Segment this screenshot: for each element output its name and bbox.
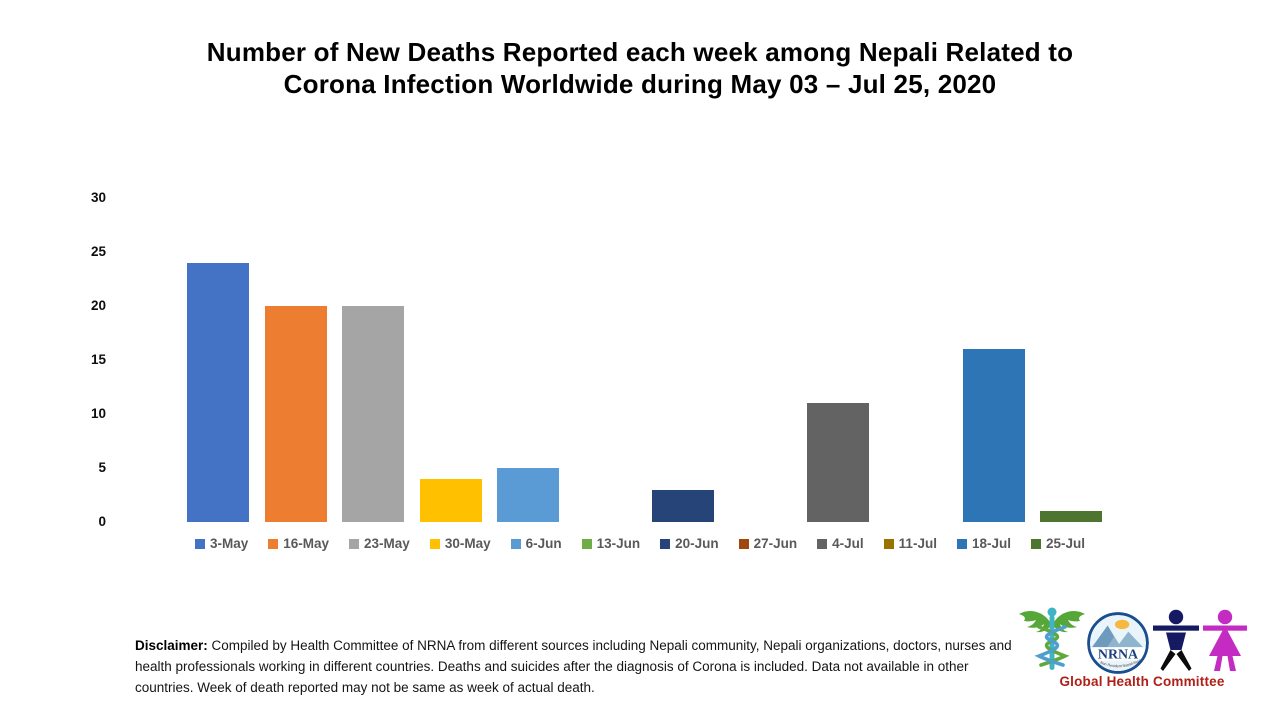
legend-label: 30-May (444, 536, 491, 551)
legend-swatch (429, 538, 440, 549)
legend-swatch (268, 538, 279, 549)
legend-swatch (581, 538, 592, 549)
legend-item-30-May: 30-May (429, 536, 491, 551)
legend-item-4-Jul: 4-Jul (817, 536, 864, 551)
chart-title-line1: Number of New Deaths Reported each week … (206, 37, 1074, 67)
legend-label: 20-Jun (675, 536, 719, 551)
legend-label: 23-May (364, 536, 410, 551)
legend-label: 18-Jul (971, 536, 1011, 551)
bar-4-Jul (807, 403, 870, 522)
legend-swatch (956, 538, 967, 549)
legend: 3-May 16-May 23-May 30-May 6-Jun 13-Jun 20-Jun… (140, 536, 1140, 551)
legend-label: 6-Jun (525, 536, 562, 551)
legend-item-6-Jun: 6-Jun (510, 536, 562, 551)
caduceus-icon (1019, 607, 1085, 670)
legend-swatch (349, 538, 360, 549)
legend-label: 11-Jul (898, 536, 937, 551)
bar-18-Jul (962, 349, 1025, 522)
legend-swatch (738, 538, 749, 549)
bar-6-Jun (497, 468, 560, 522)
bar-25-Jul (1040, 511, 1103, 522)
disclaimer-label: Disclaimer: (135, 638, 208, 653)
legend-item-3-May: 3-May (194, 536, 249, 551)
legend-label: 3-May (209, 536, 249, 551)
bar-30-May (419, 479, 482, 522)
legend-item-20-Jun: 20-Jun (660, 536, 719, 551)
legend-label: 16-May (283, 536, 330, 551)
y-axis-label-5: 5 (98, 460, 106, 475)
bar-23-May (342, 306, 405, 522)
legend-item-11-Jul: 11-Jul (883, 536, 937, 551)
y-axis-label-20: 20 (90, 298, 106, 313)
legend-swatch (1030, 538, 1041, 549)
legend-item-25-Jul: 25-Jul (1030, 536, 1086, 551)
y-axis-label-25: 25 (90, 244, 106, 259)
committee-name: Global Health Committee (1059, 674, 1225, 689)
bar-3-May (187, 263, 249, 522)
nrna-logo: NRNA Non Resident Nepali Association (1085, 609, 1149, 674)
y-axis: 0 5 10 15 20 25 30 (74, 190, 106, 529)
legend-swatch (510, 538, 521, 549)
legend-item-16-May: 16-May (268, 536, 329, 551)
chart-title: Number of New Deaths Reported each week … (70, 36, 1210, 100)
y-axis-label-10: 10 (90, 406, 106, 421)
y-axis-label-15: 15 (90, 352, 106, 367)
legend-label: 27-Jun (753, 536, 798, 551)
legend-swatch (660, 538, 671, 549)
legend-item-18-Jul: 18-Jul (956, 536, 1011, 551)
legend-swatch (817, 538, 828, 549)
bar-20-Jun (652, 490, 715, 522)
legend-item-23-May: 23-May (349, 536, 410, 551)
y-axis-label-0: 0 (98, 514, 106, 529)
male-figure-icon (1153, 609, 1199, 671)
chart-title-line2: Corona Infection Worldwide during May 03… (283, 69, 997, 100)
logo-block: NRNA Non Resident Nepali Association Glo… (1016, 603, 1248, 700)
nrna-logo-text: NRNA (1098, 647, 1138, 662)
y-axis-label-30: 30 (90, 190, 106, 205)
legend-swatch (194, 538, 205, 549)
legend-label: 4-Jul (832, 536, 864, 551)
female-figure-icon (1203, 609, 1247, 671)
disclaimer-body: Compiled by Health Committee of NRNA fro… (135, 638, 1012, 696)
legend-item-13-Jun: 13-Jun (581, 536, 641, 551)
legend-label: 25-Jul (1045, 536, 1086, 551)
bar-16-May (264, 306, 327, 522)
legend-label: 13-Jun (596, 536, 641, 551)
disclaimer-text: Disclaimer: Compiled by Health Committee… (135, 635, 1017, 699)
legend-swatch (883, 538, 894, 549)
plot-area (150, 190, 1135, 522)
legend-item-27-Jun: 27-Jun (738, 536, 798, 551)
